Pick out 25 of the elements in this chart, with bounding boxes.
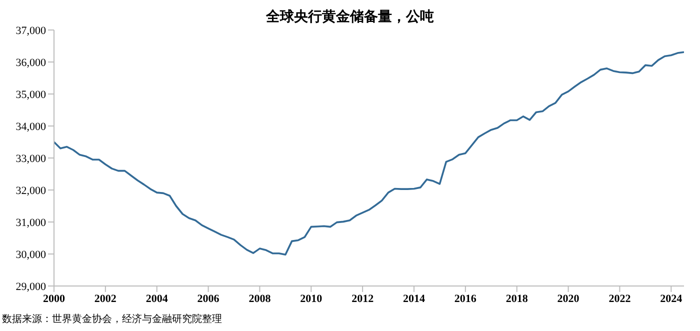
line-series (54, 51, 684, 256)
x-tick-label: 2024 (660, 292, 683, 305)
y-tick-label: 34,000 (16, 120, 46, 133)
x-tick-label: 2016 (454, 292, 477, 305)
y-tick-label: 33,000 (16, 152, 46, 165)
y-tick-label: 31,000 (16, 216, 46, 229)
x-tick-label: 2000 (43, 292, 66, 305)
x-tick-label: 2002 (94, 292, 117, 305)
source-note: 数据来源：世界黄金协会，经济与金融研究院整理 (2, 312, 222, 326)
x-tick-label: 2022 (608, 292, 632, 305)
y-tick-label: 30,000 (16, 248, 46, 261)
x-tick-label: 2018 (506, 292, 528, 305)
x-tick-label: 2014 (403, 292, 426, 305)
y-tick-label: 35,000 (16, 88, 46, 101)
x-tick-label: 2008 (248, 292, 272, 305)
x-tick-label: 2004 (146, 292, 168, 305)
y-tick-label: 37,000 (16, 24, 46, 37)
y-tick-label: 32,000 (16, 184, 46, 197)
x-tick-label: 2010 (300, 292, 323, 305)
y-tick-label: 36,000 (16, 56, 46, 69)
x-tick-label: 2006 (197, 292, 220, 305)
x-tick-label: 2020 (557, 292, 580, 305)
y-tick-label: 29,000 (16, 280, 46, 293)
chart-title: 全球央行黄金储备量，公吨 (265, 8, 435, 26)
x-tick-label: 2012 (352, 292, 374, 305)
